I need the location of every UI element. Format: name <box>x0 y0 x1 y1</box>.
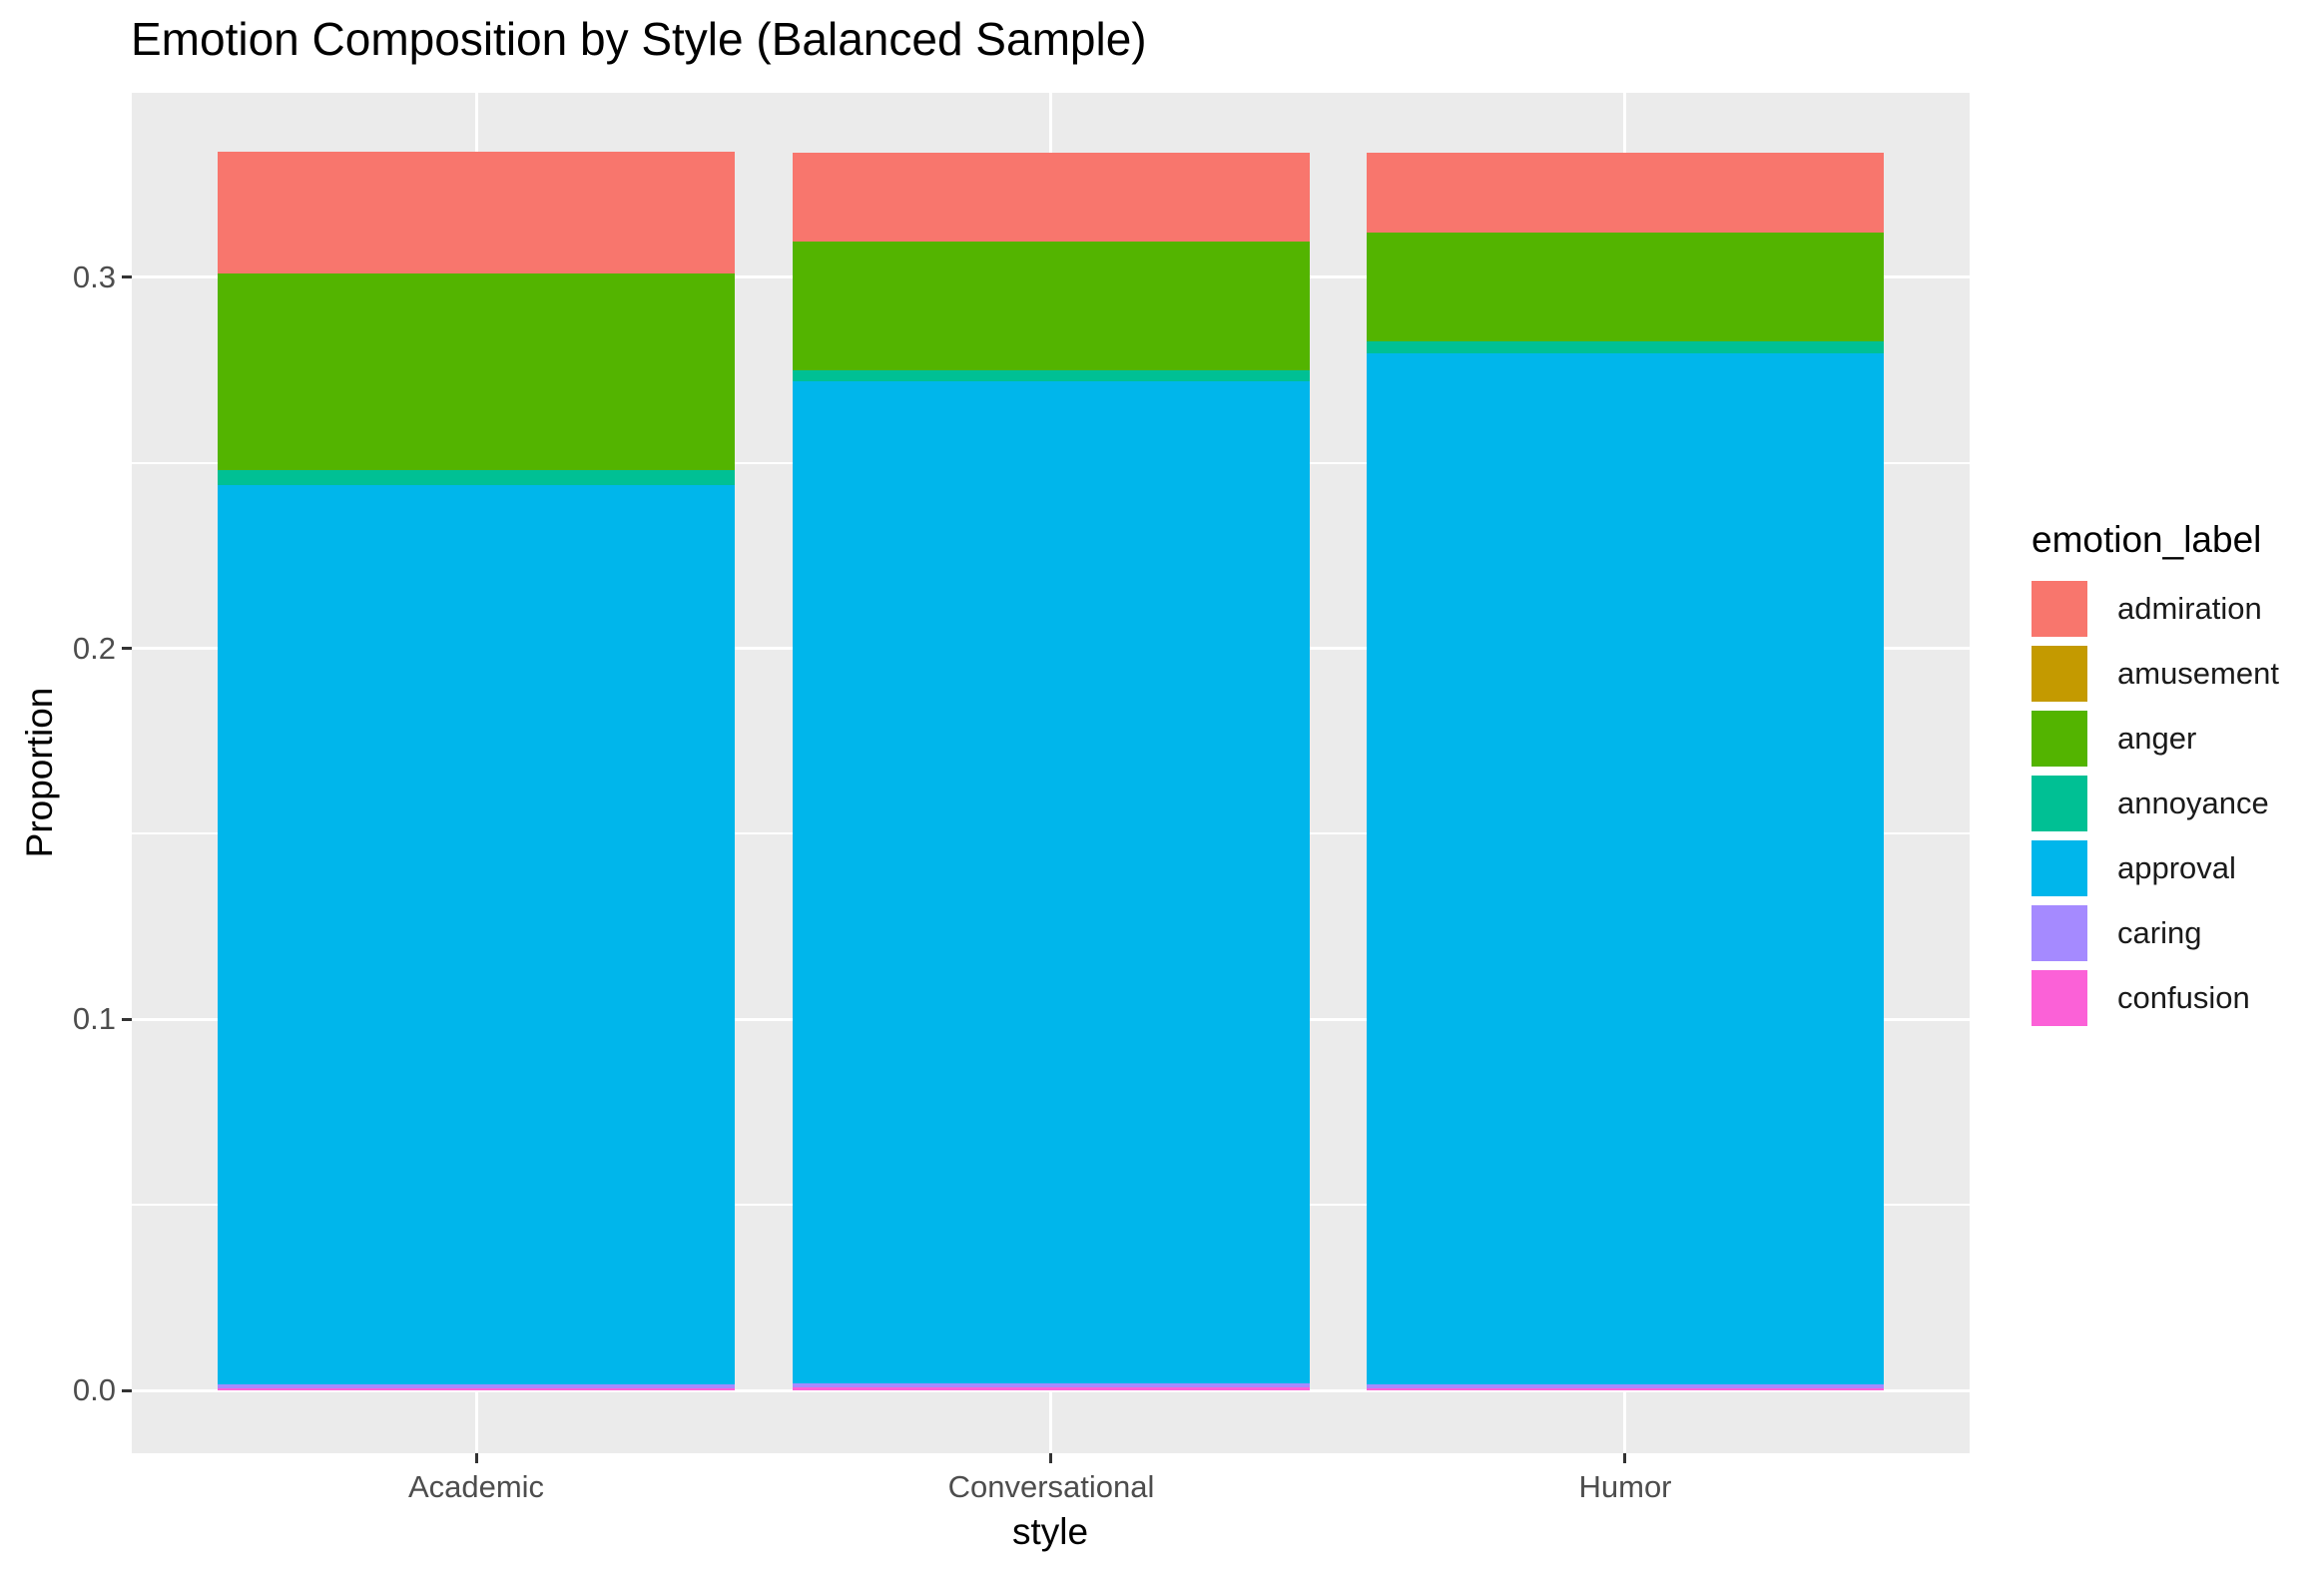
bar-segment-caring-humor <box>1367 1384 1884 1388</box>
bar-segment-admiration-academic <box>218 152 735 273</box>
y-tick-mark <box>122 647 132 650</box>
plot-panel <box>132 92 1970 1453</box>
legend-items: admiration amusement anger annoyance approva… <box>2032 581 2279 1026</box>
legend: emotion_label admiration amusement anger an… <box>2032 519 2279 1035</box>
bar-segment-annoyance-humor <box>1367 341 1884 353</box>
y-tick-mark <box>122 275 132 278</box>
bar-segment-admiration-conversational <box>793 153 1310 242</box>
x-tick-label-humor: Humor <box>1578 1469 1672 1504</box>
y-tick-label-0.3: 0.3 <box>72 260 116 294</box>
legend-item-admiration: admiration <box>2032 581 2279 637</box>
y-tick-mark <box>122 1389 132 1392</box>
x-tick-mark <box>1049 1453 1052 1463</box>
bar-segment-anger-conversational <box>793 242 1310 370</box>
x-tick-mark <box>475 1453 478 1463</box>
y-axis-title: Proportion <box>19 687 60 858</box>
legend-swatch-anger <box>2032 711 2087 767</box>
y-tick-label-0.0: 0.0 <box>72 1372 116 1407</box>
bar-segment-caring-conversational <box>793 1383 1310 1387</box>
legend-item-confusion: confusion <box>2032 970 2279 1026</box>
legend-item-caring: caring <box>2032 905 2279 961</box>
bar-segment-approval-humor <box>1367 353 1884 1384</box>
legend-swatch-amusement <box>2032 646 2087 702</box>
legend-item-anger: anger <box>2032 711 2279 767</box>
x-tick-label-academic: Academic <box>407 1469 545 1504</box>
legend-swatch-caring <box>2032 905 2087 961</box>
bar-segment-confusion-conversational <box>793 1387 1310 1390</box>
legend-item-approval: approval <box>2032 840 2279 896</box>
y-tick-label-0.1: 0.1 <box>72 1001 116 1036</box>
legend-swatch-approval <box>2032 840 2087 896</box>
x-tick-label-conversational: Conversational <box>947 1469 1155 1504</box>
bar-segment-approval-academic <box>218 485 735 1384</box>
chart-title: Emotion Composition by Style (Balanced S… <box>131 13 1147 65</box>
bar-segment-confusion-humor <box>1367 1388 1884 1390</box>
bar-segment-anger-academic <box>218 273 735 470</box>
bar-segment-annoyance-academic <box>218 470 735 485</box>
legend-label-annoyance: annoyance <box>2117 786 2269 820</box>
legend-label-confusion: confusion <box>2117 980 2250 1015</box>
legend-item-annoyance: annoyance <box>2032 776 2279 831</box>
x-tick-mark <box>1623 1453 1626 1463</box>
bar-segment-anger-humor <box>1367 233 1884 341</box>
bar-segment-caring-academic <box>218 1384 735 1388</box>
legend-swatch-annoyance <box>2032 776 2087 831</box>
y-tick-mark <box>122 1018 132 1021</box>
x-axis-title: style <box>1011 1511 1089 1552</box>
legend-title: emotion_label <box>2032 519 2262 560</box>
legend-label-anger: anger <box>2117 721 2197 756</box>
y-tick-label-0.2: 0.2 <box>72 631 116 666</box>
bar-segment-approval-conversational <box>793 381 1310 1383</box>
bar-segment-confusion-academic <box>218 1388 735 1390</box>
legend-label-caring: caring <box>2117 915 2202 950</box>
legend-label-approval: approval <box>2117 850 2236 885</box>
legend-label-admiration: admiration <box>2117 591 2262 626</box>
legend-swatch-confusion <box>2032 970 2087 1026</box>
bar-segment-annoyance-conversational <box>793 370 1310 381</box>
legend-label-amusement: amusement <box>2117 656 2279 691</box>
bar-segment-admiration-humor <box>1367 153 1884 233</box>
legend-item-amusement: amusement <box>2032 646 2279 702</box>
legend-swatch-admiration <box>2032 581 2087 637</box>
